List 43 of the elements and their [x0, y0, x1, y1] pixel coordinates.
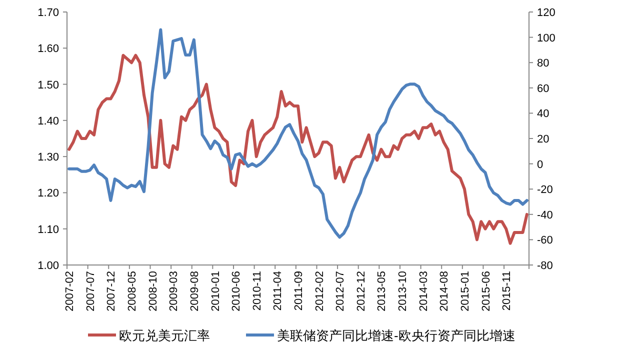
y2-tick-label: 80: [537, 58, 550, 70]
y2-tick-label: -80: [537, 260, 553, 272]
x-tick-label: 2009-08: [188, 271, 201, 312]
x-tick-label: 2010-06: [230, 271, 243, 312]
y-tick-label: 1.40: [38, 115, 59, 128]
y-tick-label: 1.50: [38, 79, 59, 92]
x-tick-label: 2015-01: [459, 271, 472, 312]
x-tick-label: 2008-10: [147, 271, 160, 312]
y-tick-label: 1.60: [38, 43, 59, 56]
legend-label: 美联储资产同比增速-欧央行资产同比增速: [277, 328, 516, 343]
x-tick-label: 2010-11: [251, 271, 264, 311]
y-tick-label: 1.30: [38, 152, 59, 164]
x-tick-label: 2008-05: [126, 271, 139, 312]
y2-tick-label: 60: [537, 82, 550, 95]
x-tick-label: 2011-04: [272, 271, 284, 311]
x-tick-label: 2010-01: [210, 271, 222, 312]
x-tick-label: 2007-07: [84, 271, 97, 312]
x-tick-label: 2007-02: [64, 271, 76, 312]
y2-tick-label: 100: [537, 32, 556, 44]
y-tick-label: 1.10: [38, 224, 59, 236]
x-tick-label: 2015-06: [480, 271, 492, 312]
x-tick-label: 2012-12: [355, 271, 368, 312]
y2-tick-label: -40: [537, 209, 553, 222]
x-tick-label: 2013-05: [376, 271, 388, 312]
x-tick-label: 2015-11: [501, 271, 514, 311]
x-tick-label: 2014-08: [438, 271, 451, 312]
x-tick-label: 2011-09: [293, 271, 305, 311]
x-tick-label: 2007-12: [106, 271, 118, 312]
y-tick-label: 1.00: [38, 260, 59, 272]
y2-tick-label: 120: [537, 7, 556, 19]
y-tick-label: 1.20: [38, 188, 59, 200]
y2-tick-label: 20: [537, 134, 550, 146]
x-tick-label: 2009-03: [168, 271, 180, 312]
x-tick-label: 2012-07: [334, 271, 347, 312]
x-tick-label: 2014-03: [418, 271, 430, 312]
y2-tick-label: -20: [537, 184, 553, 196]
y-tick-label: 1.70: [38, 7, 59, 19]
x-tick-label: 2013-10: [397, 271, 410, 312]
y2-tick-label: 40: [537, 108, 550, 120]
x-tick-label: 2012-02: [314, 271, 326, 312]
y2-tick-label: 0: [537, 158, 544, 171]
y2-tick-label: -60: [537, 234, 553, 247]
legend-label: 欧元兑美元汇率: [119, 328, 210, 343]
